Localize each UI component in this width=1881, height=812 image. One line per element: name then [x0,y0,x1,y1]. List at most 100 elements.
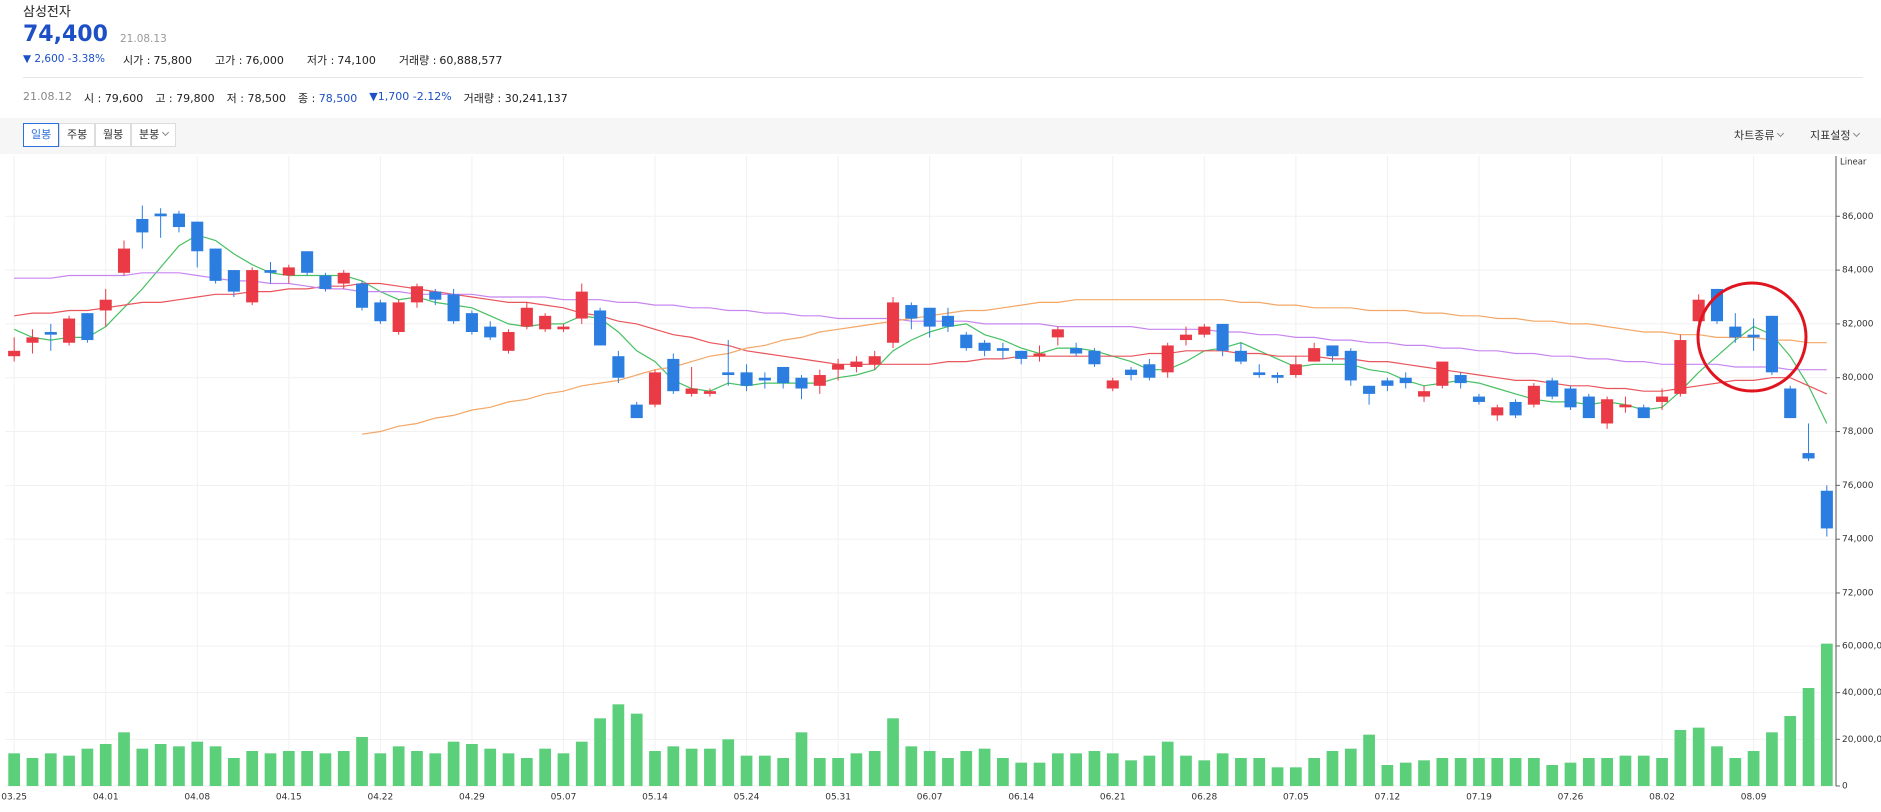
x-tick-label: 06.28 [1191,793,1217,803]
candle-body [630,404,643,419]
volume-bar [1711,746,1723,786]
candle-body [1179,334,1193,341]
period-button[interactable]: 월봉 [95,123,132,147]
volume-bar [1381,764,1394,786]
candle-body [941,315,955,327]
candle-body [1417,391,1431,397]
value: 79,600 [104,92,144,105]
volume-bar [1436,757,1449,786]
candle-body [1729,326,1742,338]
price-change: ▼ 2,600 -3.38% [23,53,105,65]
label: 고 : [155,92,173,105]
volume-bar [704,748,716,786]
candle-body [410,286,424,303]
x-tick-label: 08.09 [1741,793,1767,803]
volume-bar [1491,757,1504,786]
indicator-button[interactable]: 지표설정 [1810,127,1861,143]
candle-body [1527,385,1540,405]
candle-body [1015,350,1028,359]
volume-bar [264,753,277,786]
volume-bar [374,753,387,786]
volume-bar [411,750,423,786]
info-item: 저 : 78,500 [227,90,286,106]
candle-body [648,372,662,405]
price: 74,400 [23,22,108,47]
volume-bar [539,748,552,786]
candle-body [301,251,314,273]
quote-item: 시가 :75,800 [120,52,192,68]
candle-body [1674,340,1687,394]
candle-body [374,302,387,322]
candle-body [1033,353,1046,357]
volume-bar [520,757,533,786]
volume-bar [1766,732,1778,786]
x-tick-label: 07.26 [1558,793,1584,803]
info-item: 고 : 79,800 [155,90,214,106]
volume-bar [81,748,94,786]
x-tick-label: 07.19 [1466,793,1492,803]
volume-bar [1692,727,1705,786]
candle-body [1363,385,1376,394]
candle-body [1198,326,1211,335]
volume-bar [8,753,21,786]
moving-average [14,272,1827,371]
x-tick-label: 04.15 [276,793,302,803]
candle-body [1143,364,1156,378]
volume-bar [136,748,149,786]
period-button[interactable]: 분봉 [131,123,177,147]
volume-bar [832,757,844,786]
label: 종 : [297,92,316,105]
candle-body [722,372,735,376]
volume-bar [1582,757,1595,786]
volume-bar [813,757,826,786]
y-tick-label: 84,000 [1842,266,1874,276]
volume-bar [978,748,991,786]
candle-body [191,221,204,252]
volume-bar [1070,753,1082,786]
y-tick-label: 86,000 [1842,212,1874,222]
volume-bar [1601,757,1613,786]
period-button[interactable]: 주봉 [59,123,96,147]
candle-body [1308,348,1321,362]
volume-bar [1235,757,1247,786]
info-change: ▼1,700 -2.12% [369,90,452,103]
x-tick-label: 06.14 [1008,793,1034,803]
candle-body [1656,396,1669,402]
candle-body [63,318,76,343]
label: 저 : [226,92,244,105]
volume-bar [1399,762,1412,786]
label: 고가 : [214,54,243,67]
candle-body [612,356,625,378]
candle-body [282,267,295,276]
volume-bar [960,750,973,786]
volume-bar [484,748,497,786]
candle-body [868,356,881,365]
volume-bar [44,753,57,786]
candle-body [1216,323,1229,351]
period-button[interactable]: 일봉 [23,123,60,147]
volume-bar [1308,757,1321,786]
volume-bar [1088,750,1101,786]
y-tick-label: 76,000 [1842,481,1874,491]
candle-body [813,375,826,386]
volume-bar [1198,760,1211,786]
toolbar: 일봉 주봉 월봉 분봉 차트종류 지표설정 [0,118,1881,154]
x-tick-label: 07.05 [1283,793,1309,803]
volume-bar [1125,760,1137,786]
info-date: 21.08.12 [23,90,72,103]
candle-body [429,291,442,300]
x-tick-label: 07.12 [1375,793,1401,803]
volume-bar [1180,755,1192,786]
candle-body [1253,372,1266,376]
x-tick-label: 03.25 [1,793,27,803]
volume-bar [759,755,771,786]
volume-bar [209,746,222,786]
chart-type-button[interactable]: 차트종류 [1734,127,1785,143]
candle-body [1289,364,1302,376]
volume-bar [429,753,442,786]
volume-bar [630,713,643,786]
volume-bar [1637,755,1650,786]
candle-body [337,272,350,284]
candle-body [1784,388,1797,419]
